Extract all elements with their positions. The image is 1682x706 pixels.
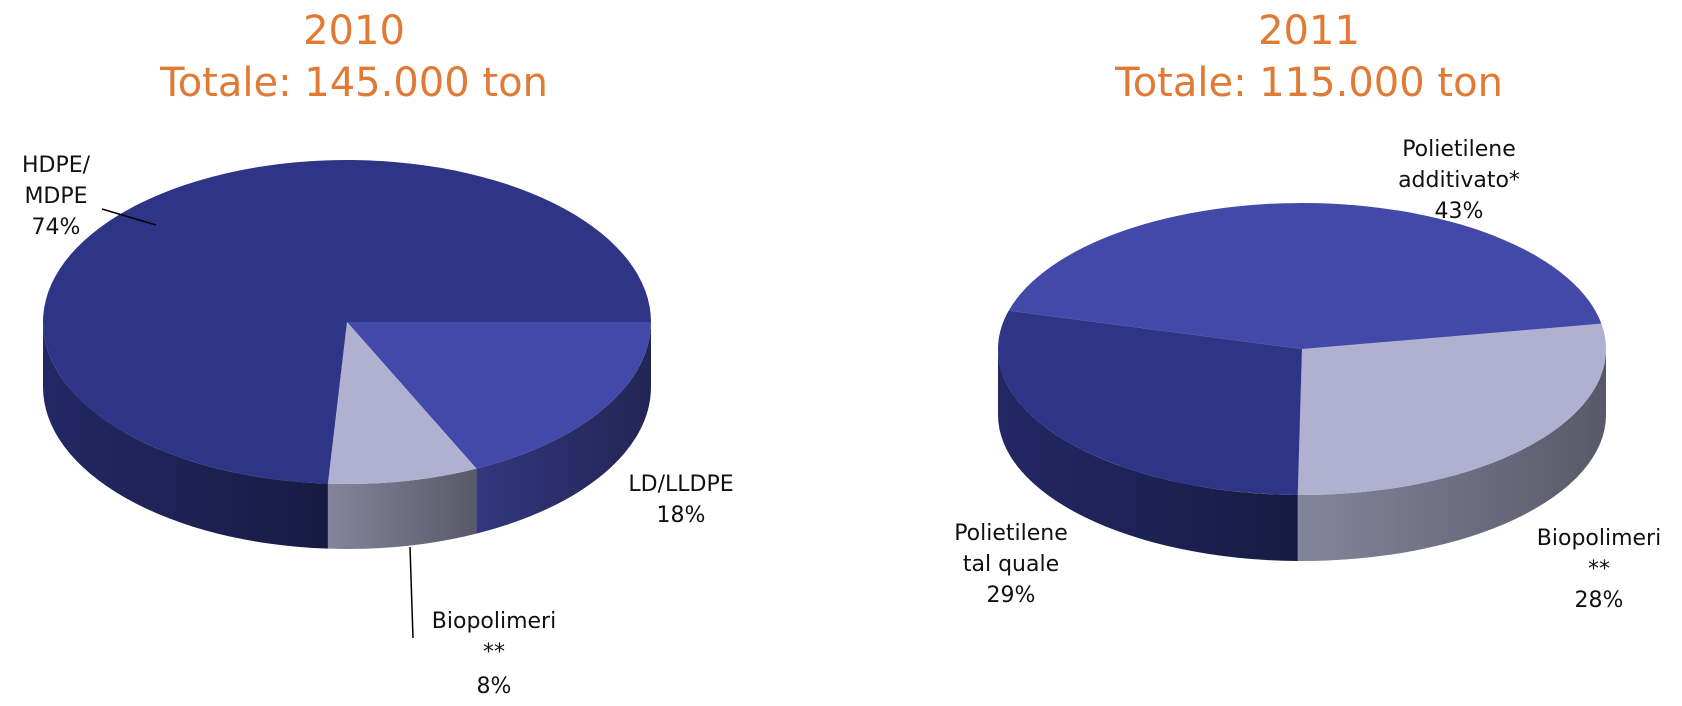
slice-side <box>327 468 477 550</box>
slice-side <box>43 322 328 549</box>
slice <box>1297 323 1606 496</box>
chart-subtitle: Totale: 115.000 ton <box>1114 60 1503 106</box>
slice-value-label: 8% <box>477 674 512 699</box>
slice <box>998 310 1302 495</box>
slice-side <box>998 349 1298 561</box>
slice-label: LD/LLDPE <box>628 472 733 497</box>
chart-title: 2010 <box>303 8 405 54</box>
slice <box>42 160 651 484</box>
slice-value-label: 28% <box>1575 588 1624 613</box>
slice-label: Biopolimeri ** <box>432 609 556 665</box>
slice-label: Polietilene tal quale <box>954 521 1068 577</box>
chart-subtitle: Totale: 145.000 ton <box>159 60 548 106</box>
slice-side <box>476 322 651 534</box>
slice-side <box>1297 349 1606 561</box>
leader-line <box>101 208 157 226</box>
leader-line <box>409 546 414 639</box>
slice-value-label: 74% <box>32 215 81 240</box>
slice <box>327 322 477 484</box>
slice <box>1008 202 1602 349</box>
slice-value-label: 29% <box>987 583 1036 608</box>
slice-value-label: 43% <box>1435 199 1484 224</box>
slice-label: Polietilene additivato* <box>1398 137 1520 193</box>
slice <box>347 322 651 469</box>
slice-label: Biopolimeri ** <box>1537 526 1661 582</box>
slice-label: HDPE/MDPE <box>22 153 91 209</box>
chart-title: 2011 <box>1258 8 1360 54</box>
slice-value-label: 18% <box>657 503 706 528</box>
